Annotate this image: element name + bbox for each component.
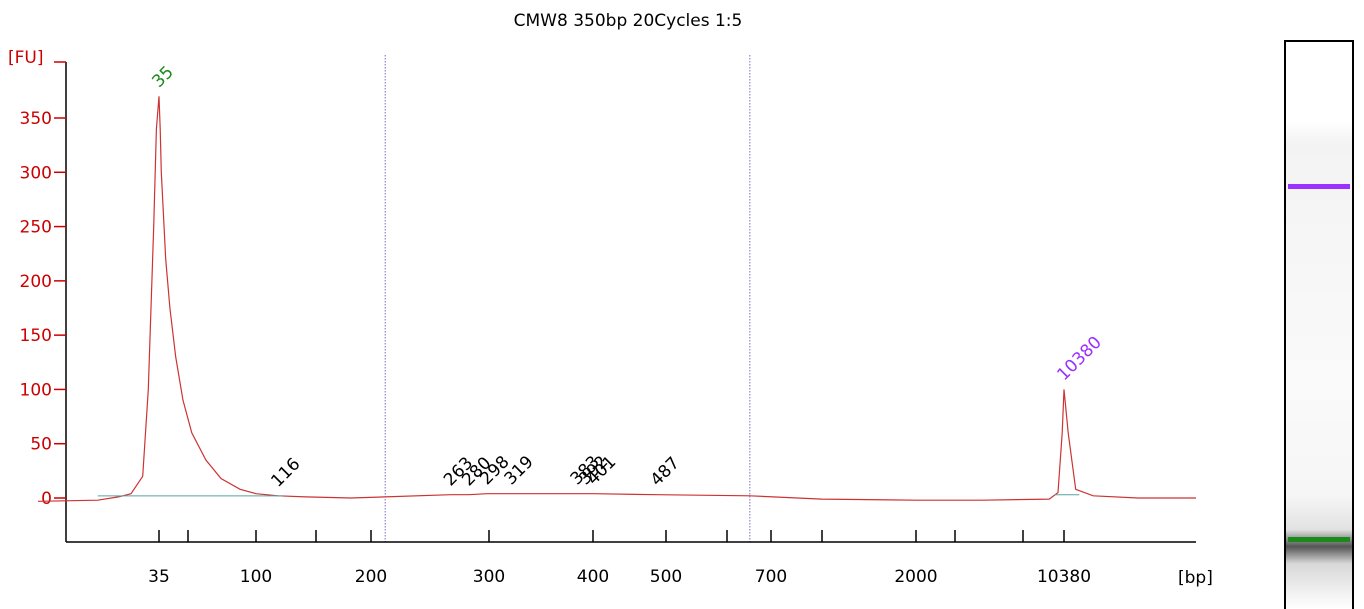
gel-lane [1284,40,1354,609]
x-tick-label: 10380 [1037,567,1091,587]
x-tick-label: 200 [355,567,387,587]
x-tick-label: 2000 [894,567,937,587]
y-tick-label: 200 [20,272,52,292]
y-tick-label: 150 [20,326,52,346]
signal-trace [37,96,1196,502]
x-tick-label: 700 [755,567,787,587]
peak-label: 10380 [1053,333,1105,385]
x-tick-label: 35 [148,567,170,587]
gel-lower-marker-band [1288,537,1350,543]
peak-label: 116 [267,454,304,491]
x-tick-label: 100 [240,567,272,587]
peak-label: 35 [148,62,177,91]
y-axis-label: [FU] [8,48,44,68]
gel-upper-marker-band [1288,184,1350,190]
y-tick-label: 50 [30,435,52,455]
x-axis-label: [bp] [1178,568,1213,588]
peak-label: 319 [501,452,538,489]
y-tick-label: 350 [20,109,52,129]
y-tick-label: 100 [20,380,52,400]
x-tick-label: 400 [577,567,609,587]
peak-label: 487 [647,453,684,490]
x-tick-label: 500 [650,567,682,587]
y-tick-label: 0 [41,489,52,509]
chart-title: CMW8 350bp 20Cycles 1:5 [514,11,743,31]
x-tick-label: 300 [473,567,505,587]
y-tick-label: 250 [20,218,52,238]
y-tick-label: 300 [20,163,52,183]
